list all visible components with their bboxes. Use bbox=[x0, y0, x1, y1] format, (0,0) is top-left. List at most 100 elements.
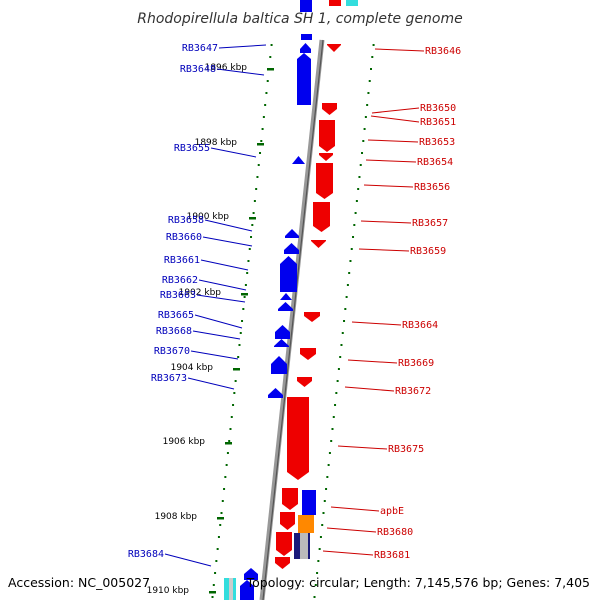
label-connector bbox=[196, 294, 246, 303]
gene-arrow-reverse bbox=[322, 103, 337, 115]
tick-dot bbox=[224, 476, 227, 478]
tick-dot bbox=[319, 536, 322, 538]
tick-dot bbox=[262, 116, 265, 118]
tick-dot bbox=[314, 584, 317, 586]
tick-dot bbox=[362, 140, 365, 142]
tick-dot bbox=[270, 44, 273, 46]
label-connector bbox=[194, 314, 243, 329]
gene-label: RB3664 bbox=[402, 320, 438, 331]
gene-arrow-reverse bbox=[275, 557, 290, 569]
label-connector bbox=[202, 236, 253, 247]
kbp-label: 1902 kbp bbox=[179, 288, 222, 298]
label-connector bbox=[198, 279, 247, 291]
label-connector bbox=[210, 147, 257, 158]
gene-label: RB3670 bbox=[154, 346, 190, 357]
tick-dot bbox=[343, 320, 346, 322]
tick-dot bbox=[226, 452, 229, 454]
tick-dot bbox=[217, 536, 220, 538]
tick-dot bbox=[372, 44, 375, 46]
gene-arrow-forward bbox=[278, 302, 293, 311]
gene-arrow-forward bbox=[285, 229, 299, 238]
tick-dot bbox=[238, 344, 241, 346]
label-connector bbox=[330, 506, 380, 512]
label-connector bbox=[204, 219, 253, 232]
tick-dot bbox=[225, 464, 228, 466]
gene-label: RB3662 bbox=[162, 275, 198, 286]
tick-dot bbox=[368, 80, 371, 82]
gene-arrow-forward bbox=[297, 53, 311, 105]
backbone bbox=[259, 39, 325, 600]
label-connector bbox=[187, 377, 235, 390]
tick-dot bbox=[328, 452, 331, 454]
tick-dot bbox=[223, 488, 226, 490]
tick-dot bbox=[248, 248, 251, 250]
tick-dot bbox=[323, 500, 326, 502]
tick-dot bbox=[341, 332, 344, 334]
gene-label: RB3651 bbox=[420, 117, 456, 128]
genome-title: Rhodopirellula baltica SH 1, complete ge… bbox=[137, 11, 463, 27]
tick-dot bbox=[330, 440, 333, 442]
tick-dot bbox=[242, 308, 245, 310]
tick-dot bbox=[265, 92, 268, 94]
label-connector bbox=[351, 321, 402, 326]
tick-dot bbox=[331, 428, 334, 430]
gene-arrow-reverse bbox=[313, 202, 330, 232]
gene-box-blue bbox=[302, 490, 316, 515]
tick-dot bbox=[253, 200, 256, 202]
tick-dot bbox=[233, 392, 236, 394]
gene-arrow-forward bbox=[300, 0, 312, 12]
tick-dot bbox=[243, 296, 246, 298]
tick-dot bbox=[257, 164, 260, 166]
gene-labels: RB3647 RB3648 RB3655 RB3658 RB3660 RB3661 RB36… bbox=[128, 43, 461, 567]
tick-dot bbox=[244, 284, 247, 286]
label-connector bbox=[371, 107, 420, 114]
label-connector bbox=[216, 68, 265, 76]
gene-arrow-reverse bbox=[276, 532, 292, 556]
gene-label: RB3653 bbox=[419, 137, 455, 148]
kbp-label: 1904 kbp bbox=[171, 363, 214, 373]
gene-label: RB3672 bbox=[395, 386, 431, 397]
gene-arrow-reverse bbox=[297, 377, 312, 387]
tick-dot bbox=[219, 524, 222, 526]
gene-arrow-reverse bbox=[316, 163, 333, 199]
kbp-label: 1906 kbp bbox=[163, 437, 206, 447]
label-connector bbox=[218, 44, 267, 49]
gene-label: apbE bbox=[380, 506, 404, 517]
gene-arrow-forward bbox=[301, 34, 312, 40]
tick-dot bbox=[366, 104, 369, 106]
tick-dot bbox=[363, 128, 366, 130]
gene-label: RB3660 bbox=[166, 232, 202, 243]
gene-box-grey bbox=[229, 578, 233, 600]
kbp-tick bbox=[209, 591, 216, 594]
cyan-feature bbox=[346, 0, 358, 6]
tick-dot bbox=[327, 464, 330, 466]
gene-label: RB3681 bbox=[374, 550, 410, 561]
gene-arrow-reverse bbox=[319, 120, 335, 152]
gene-label: RB3657 bbox=[412, 218, 448, 229]
label-connector bbox=[190, 350, 239, 360]
tick-dot bbox=[261, 128, 264, 130]
gene-arrow-reverse bbox=[287, 397, 309, 480]
tick-dot bbox=[339, 356, 342, 358]
gene-arrow-reverse bbox=[311, 240, 326, 248]
tick-dot bbox=[325, 488, 328, 490]
tick-dot bbox=[221, 500, 224, 502]
tick-dot bbox=[259, 152, 262, 154]
kbp-label: 1908 kbp bbox=[155, 512, 198, 522]
tick-dot bbox=[220, 512, 223, 514]
tick-dot bbox=[348, 272, 351, 274]
gene-arrow-forward bbox=[275, 325, 290, 339]
tick-dot bbox=[334, 404, 337, 406]
gene-label: RB3646 bbox=[425, 46, 461, 57]
kbp-tick bbox=[267, 68, 274, 71]
top-features bbox=[300, 0, 358, 40]
tick-dot bbox=[234, 380, 237, 382]
gene-arrow-reverse bbox=[329, 0, 341, 6]
tick-dot bbox=[251, 224, 254, 226]
tick-dot bbox=[212, 584, 215, 586]
gene-arrow-reverse bbox=[282, 488, 298, 510]
tick-dot bbox=[216, 548, 219, 550]
gene-arrow-forward bbox=[274, 339, 289, 347]
tick-dot bbox=[316, 572, 319, 574]
kbp-tick bbox=[225, 442, 232, 445]
